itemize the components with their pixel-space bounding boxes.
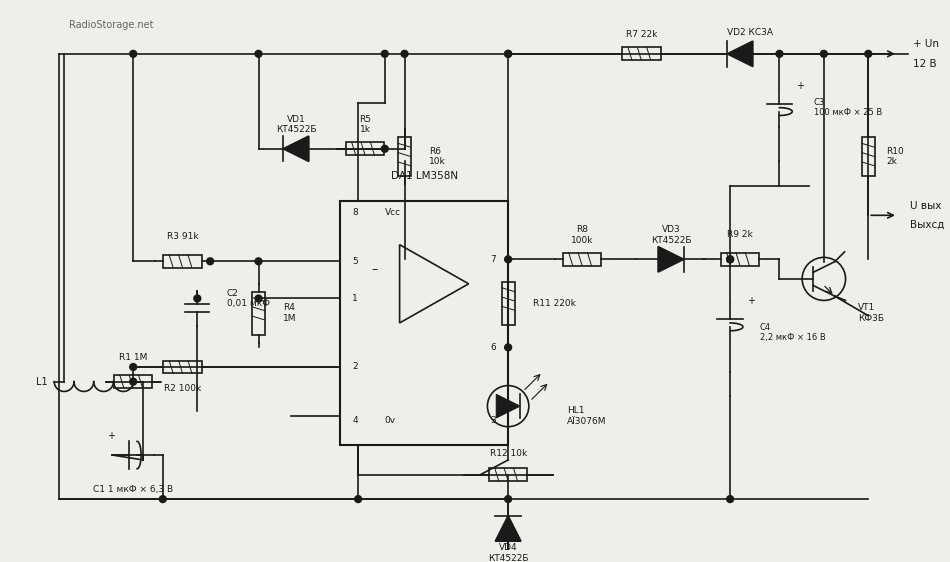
Bar xyxy=(346,142,385,155)
Text: R11 220k: R11 220k xyxy=(533,299,576,308)
Polygon shape xyxy=(496,395,520,418)
Circle shape xyxy=(821,51,827,57)
Bar xyxy=(114,375,152,388)
Bar xyxy=(252,292,265,335)
Text: VD1
КТ4522Б: VD1 КТ4522Б xyxy=(276,115,316,134)
Text: +: + xyxy=(796,81,805,91)
Bar xyxy=(340,201,508,445)
Circle shape xyxy=(255,51,262,57)
Circle shape xyxy=(727,256,733,263)
Text: DA1 LM358N: DA1 LM358N xyxy=(390,171,458,181)
Circle shape xyxy=(727,256,733,263)
Text: HL1
АЇ3076М: HL1 АЇ3076М xyxy=(567,406,607,425)
Text: 0v: 0v xyxy=(385,416,396,425)
Circle shape xyxy=(130,51,137,57)
Circle shape xyxy=(504,51,512,57)
Text: R3 91k: R3 91k xyxy=(166,232,199,241)
Circle shape xyxy=(381,51,389,57)
Circle shape xyxy=(504,256,512,263)
Circle shape xyxy=(504,344,512,351)
Circle shape xyxy=(130,378,137,385)
Circle shape xyxy=(194,295,200,302)
Circle shape xyxy=(504,496,512,502)
Text: R2 100k: R2 100k xyxy=(164,384,201,393)
Text: 6: 6 xyxy=(490,343,496,352)
Circle shape xyxy=(160,496,166,502)
Text: RadioStorage.net: RadioStorage.net xyxy=(69,20,154,30)
Text: U вых: U вых xyxy=(910,201,941,211)
Text: R9 2k: R9 2k xyxy=(727,230,752,239)
Bar xyxy=(721,253,759,266)
Bar xyxy=(163,361,201,373)
Text: –: – xyxy=(371,262,378,275)
Text: Выхсд: Выхсд xyxy=(910,220,944,230)
Text: R1 1M: R1 1M xyxy=(119,353,147,362)
Circle shape xyxy=(381,146,389,152)
Text: 7: 7 xyxy=(490,255,496,264)
Circle shape xyxy=(354,496,362,502)
Text: 1: 1 xyxy=(352,294,358,303)
Text: R5
1k: R5 1k xyxy=(359,115,371,134)
Text: + Un: + Un xyxy=(913,39,939,49)
Text: 8: 8 xyxy=(352,208,358,217)
Text: 4: 4 xyxy=(352,416,358,425)
Circle shape xyxy=(207,258,214,265)
Text: C2
0,01 мкФ: C2 0,01 мкФ xyxy=(227,289,270,308)
Text: R12 10k: R12 10k xyxy=(489,448,526,457)
Text: R7 22k: R7 22k xyxy=(626,30,657,39)
Text: VD3
КТ4522Б: VD3 КТ4522Б xyxy=(651,225,692,244)
Text: 12 В: 12 В xyxy=(913,58,937,69)
Circle shape xyxy=(401,51,408,57)
Text: L1: L1 xyxy=(36,377,48,387)
Text: +: + xyxy=(747,296,755,306)
Circle shape xyxy=(727,496,733,502)
Polygon shape xyxy=(283,136,309,161)
Bar xyxy=(489,468,527,481)
Text: R6
10k: R6 10k xyxy=(429,147,446,166)
Text: VD4
КТ4522Б: VD4 КТ4522Б xyxy=(488,543,528,562)
Text: +: + xyxy=(107,432,116,442)
Circle shape xyxy=(504,51,512,57)
Text: C4
2,2 мкФ × 16 В: C4 2,2 мкФ × 16 В xyxy=(760,323,826,342)
Circle shape xyxy=(864,51,872,57)
Text: 3: 3 xyxy=(490,416,496,425)
Polygon shape xyxy=(727,41,752,66)
Text: R8
100k: R8 100k xyxy=(571,225,594,244)
Bar xyxy=(163,255,201,268)
Circle shape xyxy=(255,295,262,302)
Text: 2: 2 xyxy=(352,362,358,371)
Text: R4
1M: R4 1M xyxy=(283,303,296,323)
Polygon shape xyxy=(495,516,521,541)
Polygon shape xyxy=(658,247,684,272)
Text: VT1
КФ3Б: VT1 КФ3Б xyxy=(859,303,884,323)
Circle shape xyxy=(130,364,137,370)
Text: C3
100 мкФ × 25 В: C3 100 мкФ × 25 В xyxy=(814,98,883,117)
Circle shape xyxy=(255,258,262,265)
Bar xyxy=(862,138,875,176)
Bar xyxy=(502,282,515,325)
Bar xyxy=(563,253,601,266)
Text: Vcc: Vcc xyxy=(385,208,401,217)
Text: 5: 5 xyxy=(352,257,358,266)
Text: VD2 КС3А: VD2 КС3А xyxy=(727,28,773,37)
Text: R10
2k: R10 2k xyxy=(886,147,903,166)
Bar xyxy=(622,47,660,60)
Circle shape xyxy=(776,51,783,57)
Text: C1 1 мкФ × 6,3 В: C1 1 мкФ × 6,3 В xyxy=(93,485,173,494)
Bar xyxy=(398,138,411,176)
